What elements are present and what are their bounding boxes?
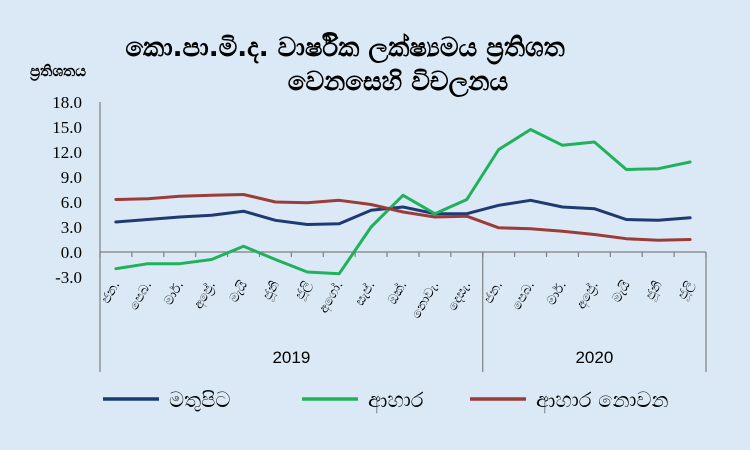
x-tick-label: මැයි <box>610 278 634 305</box>
x-tick-label: ජූලි <box>292 278 314 302</box>
series-layer <box>114 128 692 276</box>
x-tick-label: ජූලි <box>675 278 697 302</box>
x-tick-label: සැප්. <box>352 278 379 309</box>
x-tick-label: ජූනි <box>643 278 666 303</box>
y-tick-label: 15.0 <box>52 118 82 137</box>
y-tick-label: -3.0 <box>55 268 82 287</box>
year-label-2020: 2020 <box>575 348 613 367</box>
x-tick-label: ජන. <box>99 279 124 307</box>
x-tick-label: මාර්. <box>161 278 188 308</box>
x-tick-label: අප්‍රේ. <box>190 278 219 312</box>
series-line-3 <box>114 193 692 242</box>
chart-title-line-1: කො.පා.මි.ද. වාර්ෂික ලක්ෂ්‍යමය ප්‍රතිශත <box>125 32 564 66</box>
legend-label-2: ආහාර <box>368 388 424 414</box>
x-tick-label: ජන. <box>481 279 506 307</box>
legend-label-3: ආහාර නොවන <box>536 388 669 414</box>
x-tick-label: පෙබ. <box>127 279 156 313</box>
series-line-2 <box>114 128 692 276</box>
x-tick-label: මැයි <box>227 278 251 305</box>
y-tick-label: 3.0 <box>61 218 82 237</box>
x-tick-label: දෙසැ. <box>445 279 474 314</box>
y-axis: 18.0 15.0 12.0 9.0 6.0 3.0 0.0 -3.0 <box>52 93 101 372</box>
year-label-2019: 2019 <box>272 348 310 367</box>
y-tick-label: 6.0 <box>61 193 82 212</box>
y-tick-label: 18.0 <box>52 93 82 112</box>
x-tick-label: නොවැ. <box>409 279 442 322</box>
x-tick-label: අගෝ. <box>316 278 347 316</box>
x-tick-label: ජූනි <box>260 278 283 303</box>
legend-label-1: මතුපිට <box>169 388 230 412</box>
series-line-1 <box>114 198 692 226</box>
y-tick-label: 0.0 <box>61 243 82 262</box>
x-tick-label: මාර්. <box>543 278 570 308</box>
y-tick-label: 9.0 <box>61 168 82 187</box>
legend: මතුපිට ආහාර ආහාර නොවන <box>103 388 669 414</box>
y-axis-label: ප්‍රතිශතය <box>30 62 86 82</box>
chart-title-line-2: වෙනසෙහි විචලනය <box>288 67 509 98</box>
x-tick-label: ඔක්. <box>384 278 410 307</box>
x-tick-label: පෙබ. <box>510 279 539 313</box>
x-tick-label: අප්‍රේ. <box>573 278 602 312</box>
y-tick-label: 12.0 <box>52 143 82 162</box>
